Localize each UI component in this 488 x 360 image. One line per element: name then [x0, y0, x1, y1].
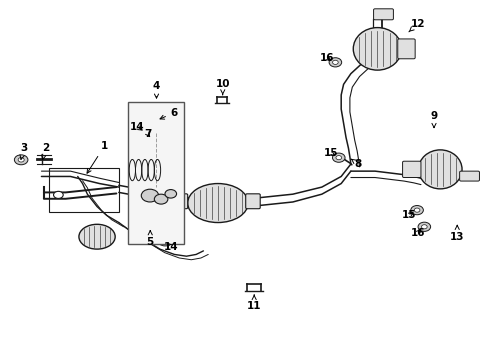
Circle shape [14, 155, 28, 165]
Circle shape [157, 235, 173, 246]
Text: 4: 4 [153, 81, 160, 98]
Ellipse shape [79, 224, 115, 249]
Circle shape [162, 238, 168, 243]
Text: 3: 3 [20, 143, 28, 159]
Circle shape [417, 222, 430, 231]
Circle shape [142, 129, 149, 135]
Text: 14: 14 [130, 122, 144, 132]
Ellipse shape [352, 28, 401, 70]
Text: 1: 1 [87, 141, 108, 173]
Text: 8: 8 [351, 159, 361, 169]
FancyBboxPatch shape [373, 9, 393, 20]
FancyBboxPatch shape [459, 171, 478, 181]
Text: 7: 7 [144, 129, 151, 139]
Circle shape [413, 208, 419, 212]
Circle shape [154, 194, 167, 204]
Text: 15: 15 [324, 148, 338, 158]
Text: 12: 12 [408, 19, 424, 32]
Circle shape [152, 123, 164, 132]
Text: 16: 16 [409, 228, 424, 238]
Text: 2: 2 [41, 143, 49, 159]
FancyBboxPatch shape [173, 194, 187, 209]
Text: 16: 16 [319, 53, 333, 63]
Circle shape [421, 225, 427, 229]
Circle shape [163, 239, 166, 242]
FancyBboxPatch shape [402, 161, 420, 177]
Circle shape [332, 153, 345, 162]
Circle shape [143, 131, 148, 134]
Text: 14: 14 [163, 242, 178, 252]
Bar [49, 168, 119, 212]
Circle shape [156, 126, 161, 130]
Circle shape [332, 60, 338, 64]
Circle shape [161, 238, 169, 243]
Text: 15: 15 [401, 211, 415, 220]
Text: 10: 10 [215, 79, 229, 95]
Text: 9: 9 [429, 111, 437, 127]
Circle shape [149, 151, 154, 155]
Circle shape [146, 149, 157, 157]
Ellipse shape [187, 184, 247, 222]
Text: 6: 6 [160, 108, 178, 119]
Text: 13: 13 [449, 225, 464, 242]
FancyBboxPatch shape [245, 194, 260, 209]
Text: 11: 11 [246, 295, 261, 311]
Circle shape [137, 126, 154, 139]
Circle shape [141, 189, 159, 202]
Text: 5: 5 [146, 231, 154, 247]
Circle shape [18, 158, 24, 162]
Circle shape [410, 206, 423, 215]
Circle shape [53, 192, 63, 198]
Circle shape [164, 190, 176, 198]
Bar [128, 102, 183, 244]
Circle shape [335, 156, 341, 160]
FancyBboxPatch shape [397, 39, 414, 59]
Circle shape [328, 58, 341, 67]
Ellipse shape [418, 150, 461, 189]
Circle shape [141, 129, 150, 136]
